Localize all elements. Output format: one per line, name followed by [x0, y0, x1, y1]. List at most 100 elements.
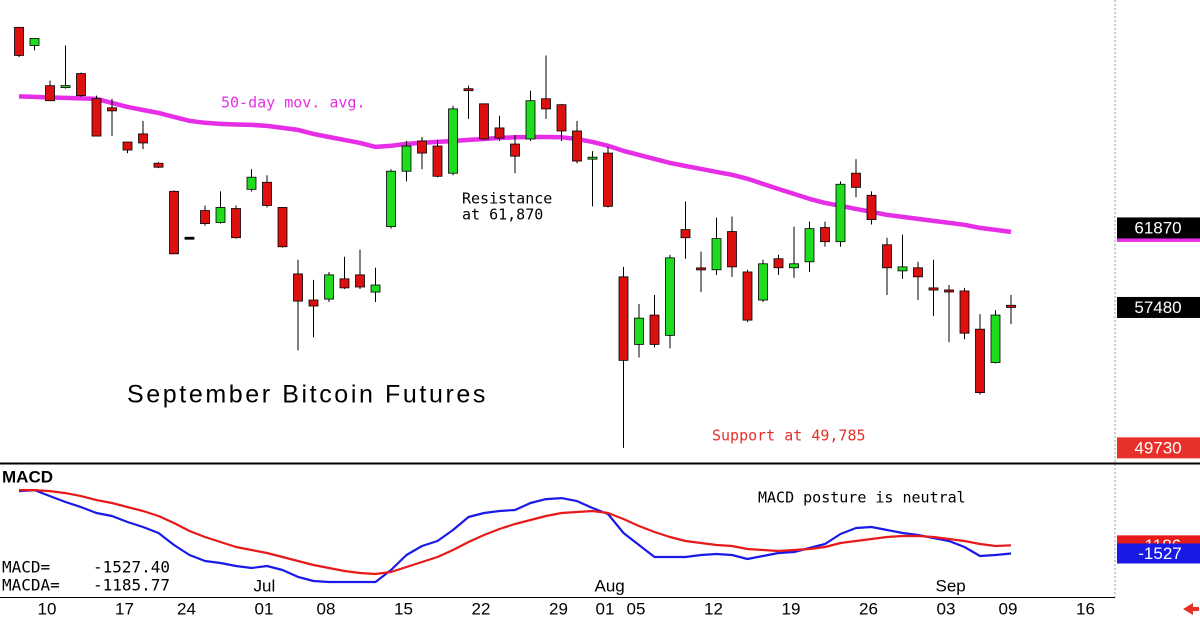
candle-body: [959, 290, 970, 334]
candle-body: [262, 181, 272, 206]
candle-body: [944, 289, 954, 293]
candle-body: [479, 103, 489, 140]
candle-body: [742, 271, 753, 321]
indicator-line: [19, 489, 1012, 576]
x-tick-label: 12: [704, 599, 723, 618]
x-tick-label: 10: [38, 599, 57, 618]
candle-body: [463, 88, 474, 92]
candle-body: [649, 314, 660, 345]
candle-body: [215, 207, 226, 223]
candle-body: [432, 145, 443, 177]
x-tick-label: 22: [472, 599, 491, 618]
candle-body: [990, 314, 1001, 363]
candle-body: [711, 238, 722, 271]
candle-body: [634, 317, 644, 345]
candle-body: [851, 172, 861, 188]
x-month-label: Sep: [936, 576, 966, 595]
candle-body: [277, 207, 288, 248]
level-box: [1117, 437, 1200, 459]
x-tick-label: 01: [255, 599, 274, 618]
level-label: 61870: [1134, 218, 1181, 237]
x-tick-label: 05: [627, 599, 646, 618]
candle-body: [246, 176, 257, 190]
candle-body: [45, 85, 55, 102]
candle-body: [386, 170, 396, 228]
candle-body: [587, 156, 598, 160]
candle-body: [789, 263, 799, 269]
candle-body: [556, 104, 567, 132]
x-tick-label: 01: [596, 599, 615, 618]
candle-body: [60, 85, 71, 89]
readout-value: -1185.77: [93, 576, 170, 595]
candle-body: [773, 258, 784, 269]
level-box: [1117, 217, 1200, 239]
candle-body: [928, 287, 939, 291]
candle-body: [727, 231, 737, 268]
candle-body: [541, 98, 551, 110]
readout-background: [0, 557, 172, 597]
candle-body: [680, 229, 691, 239]
candle-body: [370, 284, 381, 293]
candle-body: [835, 183, 846, 243]
x-tick-label: 29: [549, 599, 568, 618]
candle-body: [308, 299, 319, 307]
candle-body: [913, 267, 923, 278]
candle-body: [603, 152, 613, 207]
candle-body: [494, 127, 505, 139]
marks-layer: [14, 26, 1016, 584]
x-tick-label: 17: [115, 599, 134, 618]
x-month-label: Aug: [595, 576, 625, 595]
candle-body: [572, 130, 582, 162]
candle-body: [401, 145, 412, 172]
candle-body: [417, 140, 427, 154]
indicator-value-label: -1527: [1138, 544, 1181, 563]
candle-body: [804, 228, 815, 263]
candle-body: [618, 276, 629, 361]
labels-layer: September Bitcoin Futures 50-day mov. av…: [0, 94, 1200, 618]
x-tick-label: 26: [859, 599, 878, 618]
candle-body: [29, 38, 40, 46]
candle-body: [184, 236, 195, 240]
x-tick-label: 09: [999, 599, 1018, 618]
candle-body: [665, 257, 675, 336]
candle-body: [882, 244, 892, 269]
legend-label: MACDA=: [2, 576, 60, 595]
candle-body: [231, 208, 241, 239]
candle-body: [448, 108, 458, 174]
level-box: [1117, 296, 1200, 318]
x-tick-label: 19: [782, 599, 801, 618]
candle-body: [169, 190, 179, 255]
level-label: 57480: [1134, 298, 1181, 317]
candle-body: [76, 73, 86, 97]
support-annotation: Support at 49,785: [712, 427, 866, 445]
indicator-line: [18, 489, 1012, 584]
candle-body: [975, 328, 985, 394]
candle-body: [866, 194, 877, 220]
level-label: 49730: [1134, 438, 1181, 457]
x-tick-label: 03: [937, 599, 956, 618]
candle-body: [293, 273, 303, 302]
candle-body: [107, 107, 117, 112]
scroll-arrow-icon[interactable]: [1183, 603, 1199, 615]
candle-body: [14, 26, 24, 56]
legend-label: MACD=: [2, 558, 50, 577]
readout-value: -1527.40: [93, 558, 170, 577]
candle-body: [200, 210, 210, 224]
chart-title: September Bitcoin Futures: [127, 381, 488, 409]
x-tick-label: 15: [394, 599, 413, 618]
candle-body: [339, 278, 350, 289]
ma-annotation: 50-day mov. avg.: [221, 94, 366, 112]
candle-body: [1006, 304, 1016, 308]
candle-body: [355, 274, 365, 288]
candle-body: [820, 227, 830, 243]
candle-body: [758, 263, 768, 301]
candle-body: [897, 266, 908, 272]
indicator-title: MACD: [2, 467, 53, 486]
x-tick-label: 16: [1076, 599, 1095, 618]
candle-body: [324, 274, 334, 300]
candle-body: [91, 98, 102, 137]
candle-body: [510, 143, 520, 157]
